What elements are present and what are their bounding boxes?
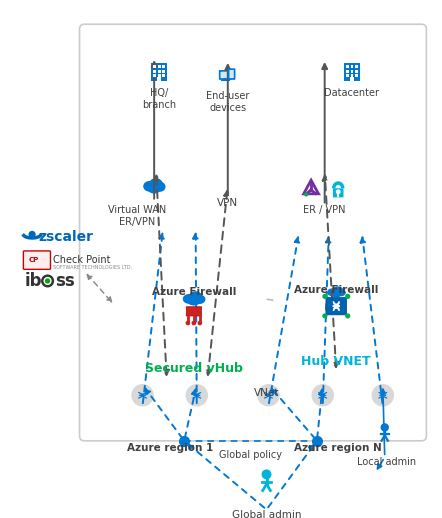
Text: CP: CP	[28, 256, 38, 263]
Circle shape	[44, 278, 51, 284]
FancyBboxPatch shape	[162, 65, 165, 68]
FancyBboxPatch shape	[151, 63, 167, 81]
Text: Azure region N: Azure region N	[294, 443, 382, 453]
Text: VPN: VPN	[217, 198, 238, 208]
FancyBboxPatch shape	[355, 70, 358, 73]
Ellipse shape	[195, 295, 205, 303]
Circle shape	[192, 321, 195, 325]
Circle shape	[346, 294, 350, 298]
Text: SOFTWARE TECHNOLOGIES LTD.: SOFTWARE TECHNOLOGIES LTD.	[53, 265, 133, 270]
Circle shape	[381, 424, 388, 431]
FancyBboxPatch shape	[346, 75, 349, 77]
Circle shape	[323, 294, 327, 298]
Ellipse shape	[332, 291, 341, 297]
FancyBboxPatch shape	[153, 65, 156, 68]
Text: ss: ss	[55, 272, 75, 290]
FancyBboxPatch shape	[351, 75, 354, 77]
FancyBboxPatch shape	[344, 63, 360, 81]
Text: Datacenter: Datacenter	[324, 88, 379, 98]
FancyBboxPatch shape	[229, 69, 235, 79]
Circle shape	[186, 384, 207, 406]
FancyBboxPatch shape	[186, 307, 202, 316]
Text: Hub VNET: Hub VNET	[301, 355, 371, 368]
FancyBboxPatch shape	[220, 71, 231, 79]
FancyBboxPatch shape	[157, 77, 161, 81]
Ellipse shape	[189, 292, 202, 302]
FancyBboxPatch shape	[162, 75, 165, 77]
Text: Azure region 1: Azure region 1	[126, 443, 213, 453]
FancyBboxPatch shape	[23, 251, 50, 269]
FancyBboxPatch shape	[351, 70, 354, 73]
Ellipse shape	[144, 182, 155, 191]
Ellipse shape	[328, 289, 337, 295]
FancyBboxPatch shape	[355, 75, 358, 77]
FancyBboxPatch shape	[162, 70, 165, 73]
Circle shape	[42, 275, 53, 287]
Ellipse shape	[150, 179, 162, 190]
Text: Global admin: Global admin	[232, 510, 301, 518]
Circle shape	[29, 232, 35, 237]
Circle shape	[114, 221, 273, 380]
Circle shape	[132, 384, 153, 406]
Circle shape	[263, 225, 410, 372]
FancyBboxPatch shape	[346, 65, 349, 68]
Ellipse shape	[332, 287, 343, 295]
FancyBboxPatch shape	[351, 65, 354, 68]
Text: HQ/
branch: HQ/ branch	[142, 88, 176, 110]
Circle shape	[305, 193, 308, 196]
Circle shape	[312, 384, 333, 406]
FancyBboxPatch shape	[333, 188, 343, 197]
Circle shape	[323, 314, 327, 318]
FancyBboxPatch shape	[350, 77, 354, 81]
Text: Azure Firewall: Azure Firewall	[152, 287, 236, 297]
FancyBboxPatch shape	[326, 297, 347, 315]
Circle shape	[262, 470, 271, 479]
Text: Secured vHub: Secured vHub	[145, 362, 243, 376]
Text: End-user
devices: End-user devices	[206, 91, 249, 113]
Circle shape	[346, 314, 350, 318]
Text: Azure Firewall: Azure Firewall	[294, 285, 378, 295]
Ellipse shape	[188, 297, 200, 305]
Circle shape	[258, 384, 279, 406]
Ellipse shape	[183, 295, 195, 303]
FancyBboxPatch shape	[153, 70, 156, 73]
Text: ER / VPN: ER / VPN	[303, 205, 346, 215]
FancyBboxPatch shape	[153, 75, 156, 77]
Text: Global policy: Global policy	[219, 451, 282, 461]
Text: Local admin: Local admin	[357, 457, 416, 467]
Text: zscaler: zscaler	[38, 231, 93, 244]
FancyBboxPatch shape	[158, 70, 161, 73]
FancyBboxPatch shape	[158, 75, 161, 77]
Circle shape	[46, 279, 50, 283]
FancyBboxPatch shape	[80, 24, 427, 441]
Ellipse shape	[149, 184, 160, 193]
Ellipse shape	[156, 182, 165, 191]
Circle shape	[198, 321, 202, 325]
Circle shape	[372, 384, 393, 406]
FancyBboxPatch shape	[355, 65, 358, 68]
Text: Virtual WAN
ER/VPN: Virtual WAN ER/VPN	[107, 205, 166, 227]
FancyBboxPatch shape	[346, 70, 349, 73]
Text: VNet: VNet	[254, 387, 279, 397]
FancyBboxPatch shape	[158, 65, 161, 68]
Circle shape	[186, 321, 190, 325]
Circle shape	[336, 190, 340, 194]
Ellipse shape	[337, 290, 345, 296]
Text: ib: ib	[24, 272, 42, 290]
Text: Check Point: Check Point	[53, 255, 111, 265]
